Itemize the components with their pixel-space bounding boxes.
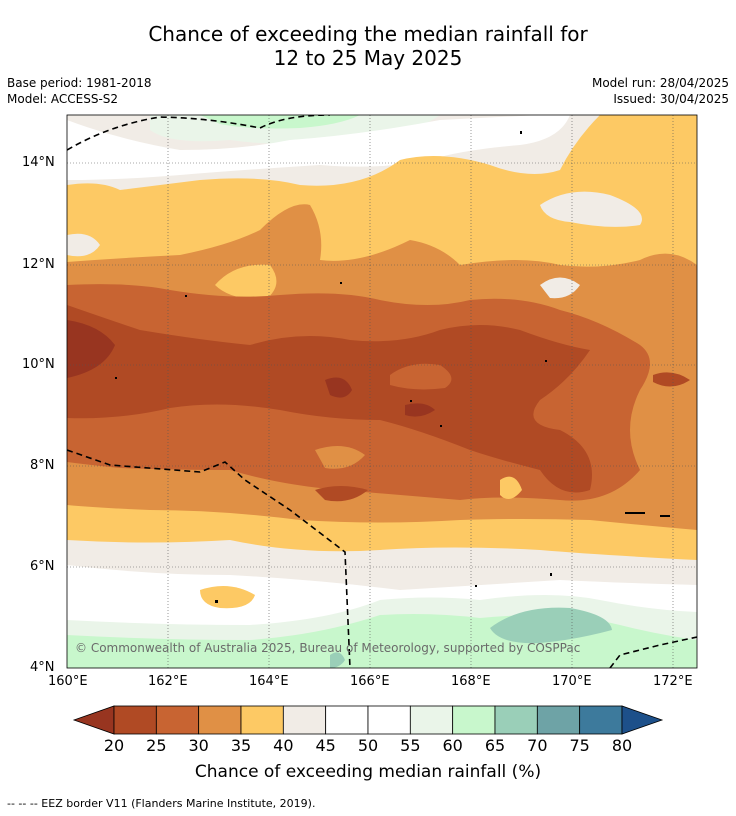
colorbar-swatch — [198, 705, 242, 735]
colorbar-swatch — [325, 705, 369, 735]
band-20-west — [67, 320, 115, 378]
colorbar-swatch — [113, 705, 157, 735]
eez-border — [67, 115, 697, 668]
yellow-patch-south — [200, 586, 255, 609]
dark-patch-5 — [315, 486, 368, 502]
graticule — [67, 115, 697, 668]
colorbar-tick-label: 30 — [188, 736, 209, 755]
dark-patch-6 — [653, 372, 690, 387]
plot-frame — [66, 114, 698, 669]
colorbar-swatch — [409, 705, 454, 735]
colorbar-tick-label: 60 — [442, 736, 463, 755]
lon-tick-164: 164°E — [249, 674, 289, 689]
band-50-north — [67, 115, 570, 180]
base-period: Base period: 1981-2018 — [7, 76, 152, 90]
lat-tick-8: 8°N — [30, 458, 55, 473]
neutral-gap-2 — [67, 233, 100, 257]
lat-tick-4: 4°N — [30, 660, 55, 675]
band-70-south-2 — [330, 652, 345, 668]
colorbar-swatch — [452, 705, 496, 735]
colorbar-swatch — [494, 705, 538, 735]
colorbar — [72, 705, 664, 735]
lon-tick-168: 168°E — [451, 674, 491, 689]
lat-tick-6: 6°N — [30, 559, 55, 574]
colorbar-swatch — [579, 705, 623, 735]
colorbar-swatch — [240, 705, 284, 735]
colorbar-tick-label: 75 — [569, 736, 590, 755]
neutral-patch-3 — [540, 277, 580, 299]
colorbar-tick-label: 80 — [611, 736, 633, 755]
orange-patch-3 — [315, 446, 365, 469]
band-25 — [67, 305, 592, 493]
yellow-patch-1 — [215, 264, 277, 300]
lat-tick-12: 12°N — [22, 257, 55, 272]
colorbar-tick-label: 20 — [103, 736, 125, 755]
model-name: Model: ACCESS-S2 — [7, 92, 119, 106]
title-line-1: Chance of exceeding the median rainfall … — [148, 22, 588, 46]
colorbar-tick-label: 45 — [315, 736, 336, 755]
meta-right: Model run: 28/04/2025 Issued: 30/04/2025 — [592, 75, 729, 107]
colorbar-min-arrow — [72, 705, 115, 735]
colorbar-swatch — [155, 705, 200, 735]
meta-left: Base period: 1981-2018 Model: ACCESS-S2 — [7, 75, 152, 107]
colorbar-tick-label: 35 — [230, 736, 252, 755]
light-patch-4 — [390, 363, 452, 390]
lon-tick-172: 172°E — [653, 674, 693, 689]
issued-date: Issued: 30/04/2025 — [613, 92, 729, 106]
copyright: © Commonwealth of Australia 2025, Bureau… — [75, 641, 581, 655]
band-20-east — [405, 403, 435, 417]
neutral-gap-1 — [540, 191, 642, 227]
colorbar-tick-label: 50 — [357, 736, 379, 755]
title-line-2: 12 to 25 May 2025 — [273, 46, 463, 70]
yellow-patch-2 — [500, 476, 522, 499]
colorbar-tick-label: 25 — [146, 736, 167, 755]
colorbar-tick-label: 55 — [400, 736, 421, 755]
colorbar-max-arrow — [621, 705, 664, 735]
band-70-south — [490, 607, 612, 644]
rainfall-field — [67, 115, 697, 668]
band-65-north — [200, 115, 360, 129]
lat-tick-10: 10°N — [22, 357, 55, 372]
colorbar-swatch — [367, 705, 411, 735]
colorbar-tick-label: 70 — [527, 736, 548, 755]
eez-footnote: -- -- -- EEZ border V11 (Flanders Marine… — [7, 797, 316, 810]
model-run: Model run: 28/04/2025 — [591, 76, 729, 90]
colorbar-swatch — [536, 705, 581, 735]
lon-tick-166: 166°E — [350, 674, 390, 689]
lon-tick-162: 162°E — [148, 674, 188, 689]
colorbar-tick-label: 40 — [273, 736, 294, 755]
lon-tick-160: 160°E — [48, 674, 88, 689]
lon-tick-170: 170°E — [552, 674, 592, 689]
colorbar-title: Chance of exceeding median rainfall (%) — [194, 762, 542, 782]
map-title: Chance of exceeding the median rainfall … — [0, 22, 736, 70]
colorbar-tick-label: 65 — [484, 736, 506, 755]
colorbar-swatch — [282, 705, 327, 735]
islands — [115, 131, 670, 603]
band-20-centre — [325, 377, 352, 398]
lat-tick-14: 14°N — [22, 155, 55, 170]
